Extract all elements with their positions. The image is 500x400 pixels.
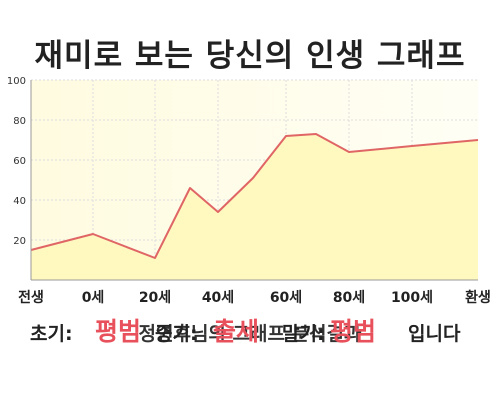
- chart-title: 재미로 보는 당신의 인생 그래프: [34, 38, 466, 74]
- series-line: [30, 133, 479, 259]
- x-tick-label: 80세: [333, 290, 365, 306]
- x-tick-label: 전생: [18, 289, 44, 306]
- x-tick-label: 100세: [391, 290, 433, 306]
- early-label: 초기:: [30, 323, 73, 345]
- result-suffix: 입니다: [408, 323, 461, 345]
- life-graph-chart: 20 40 60 80 100 전생 0세 20세 40세 60세 80세 100세 환생: [7, 76, 491, 306]
- y-tick-label: 80: [13, 116, 26, 127]
- early-value: 평범: [95, 317, 142, 346]
- axes: [30, 80, 478, 281]
- x-tick-label: 60세: [270, 290, 302, 306]
- analysis-subtitle: 정연후님의 그래프 분석결과: [138, 323, 362, 345]
- y-tick-label: 20: [13, 236, 26, 247]
- x-tick-label: 0세: [82, 290, 105, 306]
- x-tick-label: 20세: [139, 290, 171, 306]
- y-tick-label: 60: [13, 156, 26, 167]
- late-label: 말기:: [282, 323, 325, 345]
- late-value: 평범: [330, 317, 377, 346]
- tick-labels: 20 40 60 80 100 전생 0세 20세 40세 60세 80세 100세 환생: [7, 76, 491, 306]
- mid-label: 중기:: [155, 323, 198, 345]
- mid-value: 출세: [213, 317, 260, 346]
- y-tick-label: 40: [13, 196, 26, 207]
- x-tick-label: 환생: [465, 289, 491, 306]
- x-tick-label: 40세: [202, 290, 234, 306]
- series-layer: [30, 133, 479, 280]
- y-tick-label: 100: [7, 76, 26, 87]
- series-area: [31, 134, 478, 280]
